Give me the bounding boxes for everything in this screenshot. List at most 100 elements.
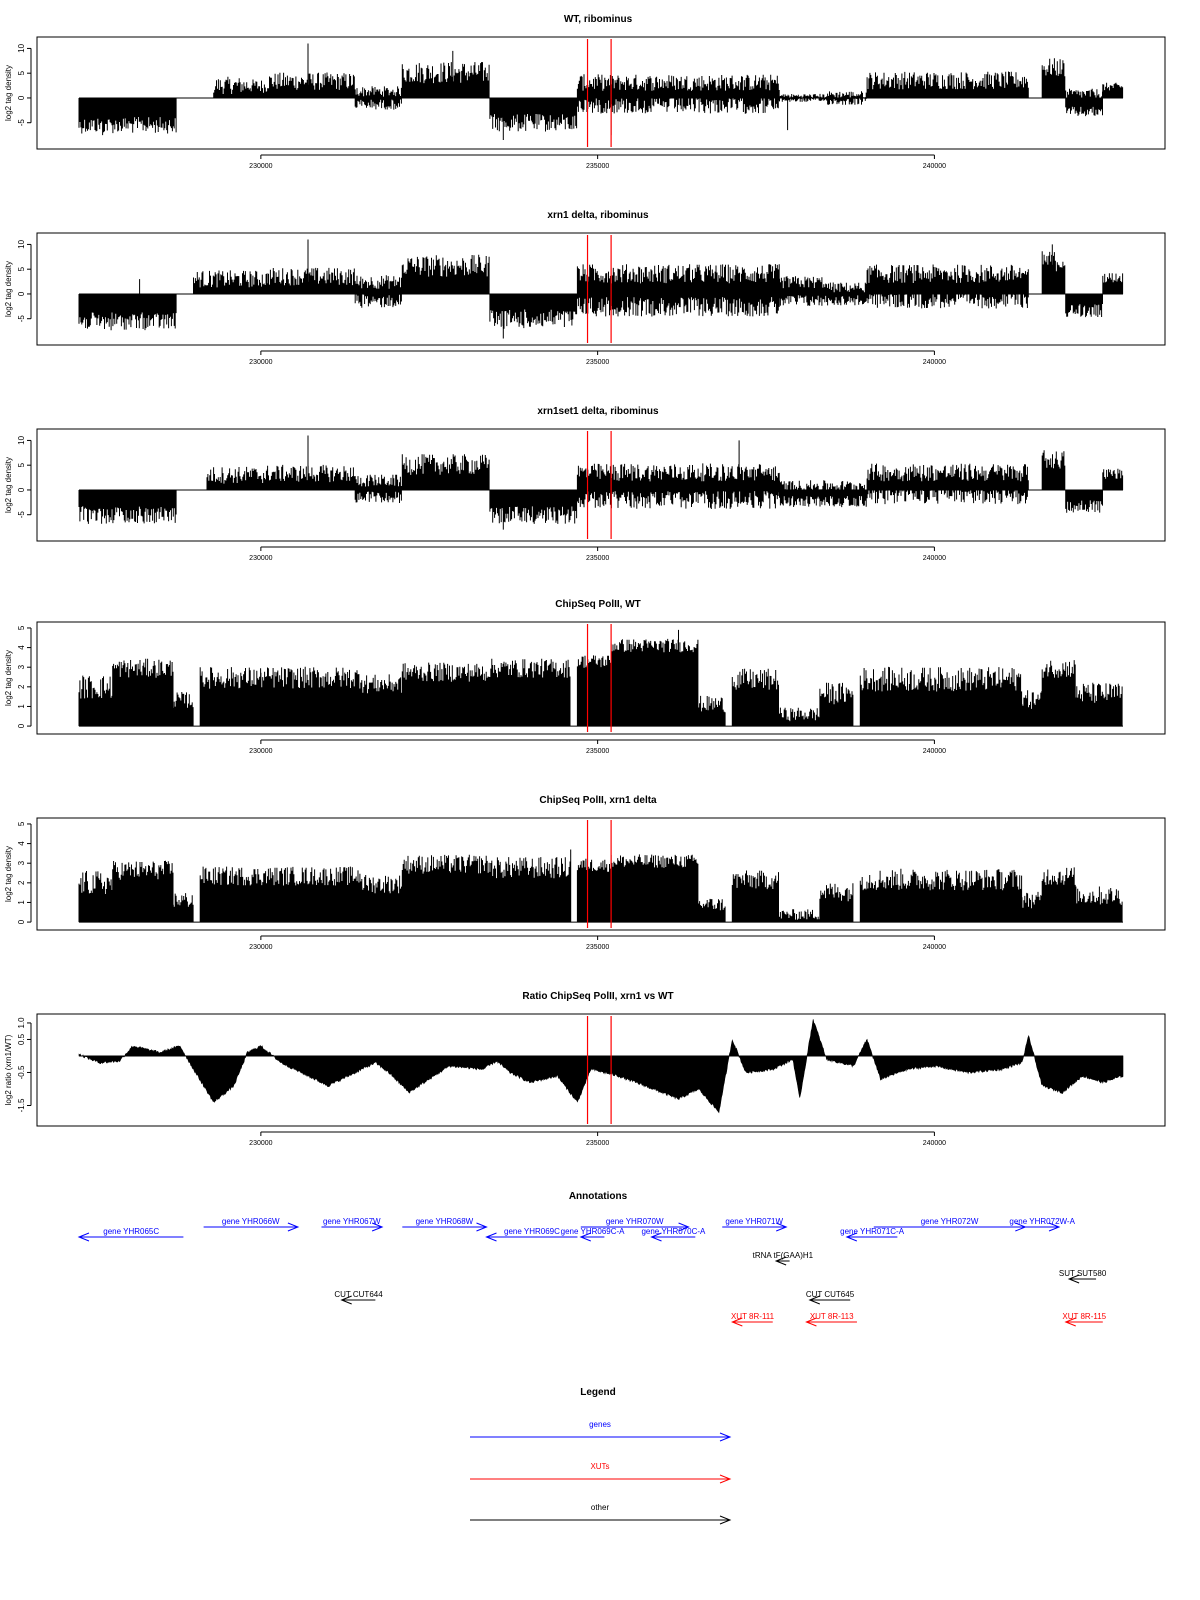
y-tick-label: 5 [17,462,26,467]
x-tick-label: 240000 [923,944,946,951]
y-tick-label: 1.0 [17,1017,26,1029]
legend-label: other [591,1503,610,1512]
annotation-label: tRNA tF(GAA)H1 [753,1251,814,1260]
legend-item: other [470,1503,732,1525]
annotation-features: gene YHR065C gene YHR066W gene YHR067W gene… [77,1217,1107,1327]
annotation-label: gene YHR071C-A [840,1227,905,1236]
annotation-label: gene YHR069C-A [561,1227,626,1236]
panel-title: ChipSeq PolII, xrn1 delta [539,795,657,806]
annotation-feature: gene YHR070W [580,1217,690,1232]
plot-frame [36,36,1166,150]
x-tick-label: 230000 [249,359,272,366]
plot-frame [36,1013,1166,1127]
legend-item: genes [470,1420,732,1442]
y-tick-label: -0.5 [17,1065,26,1079]
signal-series [78,239,1124,339]
annotation-label: gene YHR066W [222,1217,280,1226]
y-tick-label: 0 [17,487,26,492]
y-tick-label: 2 [17,684,26,689]
y-tick-label: 5 [17,625,26,630]
y-tick-label: 0 [17,919,26,924]
x-tick-label: 230000 [249,1140,272,1147]
panel-3: xrn1set1 delta, ribominus log2 tag densit… [4,406,1166,562]
y-tick-label: 4 [17,841,26,846]
annotation-feature: gene YHR069C [485,1227,578,1242]
annotation-feature: gene YHR066W [203,1217,300,1232]
y-tick-label: 5 [17,821,26,826]
annotation-feature: gene YHR067W [321,1217,384,1232]
x-tick-label: 235000 [586,163,609,170]
annotation-label: gene YHR067W [323,1217,381,1226]
x-tick-label: 235000 [586,748,609,755]
plot-frame [36,428,1166,542]
annotation-label: gene YHR072W-A [1009,1217,1075,1226]
annotation-label: gene YHR070C-A [641,1227,706,1236]
plot-frame [36,232,1166,346]
panel-title: xrn1set1 delta, ribominus [537,406,659,417]
annotation-feature: gene YHR068W [402,1217,488,1232]
signal-series [78,435,1124,530]
panel-title: WT, ribominus [564,14,633,25]
density-bars [78,43,1124,140]
annotation-feature: CUT CUT645 [806,1290,855,1305]
panel-title: xrn1 delta, ribominus [547,210,649,221]
y-axis-label: log2 ratio (xrn1/WT) [4,1034,13,1105]
legend: Legend genes XUTs other [470,1387,732,1525]
annotation-label: gene YHR071W [725,1217,783,1226]
panel-title: Ratio ChipSeq PolII, xrn1 vs WT [522,991,673,1002]
density-bars [78,849,1123,923]
y-tick-label: 0 [17,723,26,728]
x-tick-label: 240000 [923,163,946,170]
legend-items: genes XUTs other [470,1420,732,1525]
x-tick-label: 230000 [249,163,272,170]
x-tick-label: 240000 [923,359,946,366]
annotation-feature: gene YHR072W-A [1009,1217,1076,1232]
x-tick-label: 235000 [586,555,609,562]
annotation-feature: gene YHR071W [722,1217,788,1232]
x-tick-label: 240000 [923,555,946,562]
annotation-feature: XUT 8R-111 [731,1312,775,1327]
annotation-label: gene YHR069C [504,1227,560,1236]
density-bars [78,629,1123,727]
legend-label: XUTs [590,1462,609,1471]
y-tick-label: -5 [17,119,26,127]
panel-title: ChipSeq PolII, WT [555,599,641,610]
y-tick-label: 0.5 [17,1033,26,1045]
x-tick-label: 235000 [586,944,609,951]
y-axis-label: log2 tag density [4,457,13,513]
x-tick-label: 230000 [249,748,272,755]
legend-label: genes [589,1420,611,1429]
y-tick-label: 2 [17,880,26,885]
annotation-label: CUT CUT645 [806,1290,855,1299]
y-tick-label: 3 [17,664,26,669]
annotation-feature: tRNA tF(GAA)H1 [753,1251,814,1266]
plot-frame [36,817,1166,931]
y-tick-label: 1 [17,900,26,905]
annotation-label: gene YHR070W [606,1217,664,1226]
x-tick-label: 230000 [249,944,272,951]
y-tick-label: 10 [17,435,26,444]
y-tick-label: -5 [17,315,26,323]
annotation-label: SUT SUT580 [1059,1269,1107,1278]
annotation-feature: CUT CUT644 [334,1290,383,1305]
signal-series [78,849,1123,923]
annotation-feature: gene YHR070C-A [641,1227,706,1242]
annotation-label: CUT CUT644 [334,1290,383,1299]
x-tick-label: 235000 [586,359,609,366]
y-tick-label: -1.5 [17,1098,26,1112]
y-axis-label: log2 tag density [4,846,13,902]
annotation-label: gene YHR068W [416,1217,474,1226]
x-tick-label: 235000 [586,1140,609,1147]
legend-title: Legend [580,1387,616,1398]
y-tick-label: 5 [17,70,26,75]
panel-5: ChipSeq PolII, xrn1 delta log2 tag densit… [4,795,1166,951]
signal-series [78,1019,1124,1114]
plot-frame [36,621,1166,735]
annotation-label: XUT 8R-113 [810,1312,854,1321]
density-bars [78,435,1124,530]
y-tick-label: 10 [17,43,26,52]
y-tick-label: 4 [17,645,26,650]
